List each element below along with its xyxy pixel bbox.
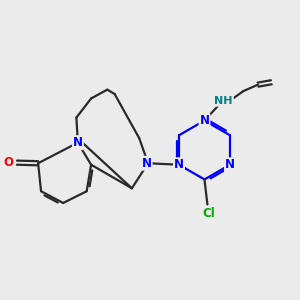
Text: Cl: Cl [202,207,215,220]
Text: N: N [225,158,235,171]
Text: N: N [142,157,152,170]
Text: NH: NH [214,96,233,106]
Text: N: N [174,158,184,171]
Text: N: N [200,114,209,127]
Text: O: O [4,156,14,169]
Text: N: N [73,136,83,149]
